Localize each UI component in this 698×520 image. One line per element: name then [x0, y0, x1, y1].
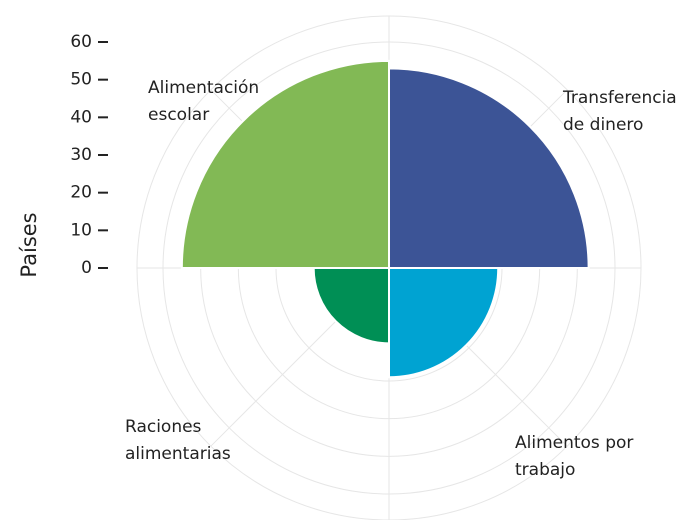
y-tick-label: 50: [70, 70, 92, 90]
y-tick-label: 10: [70, 220, 92, 240]
category-label: Alimentación escolar: [148, 78, 260, 125]
wedge: [388, 67, 590, 269]
category-label: Raciones alimentarias: [125, 417, 231, 464]
y-tick-label: 60: [70, 32, 92, 52]
category-label: Transferencia de dinero: [563, 88, 677, 135]
wedge: [312, 267, 390, 345]
wedge: [180, 59, 390, 269]
y-tick-label: 0: [81, 258, 92, 278]
y-tick-label: 20: [70, 183, 92, 203]
category-label: Alimentos por trabajo: [515, 433, 634, 480]
y-tick-label: 30: [70, 145, 92, 165]
wedge: [388, 267, 500, 379]
y-tick-label: 40: [70, 107, 92, 127]
y-axis-label: Países: [17, 212, 41, 277]
